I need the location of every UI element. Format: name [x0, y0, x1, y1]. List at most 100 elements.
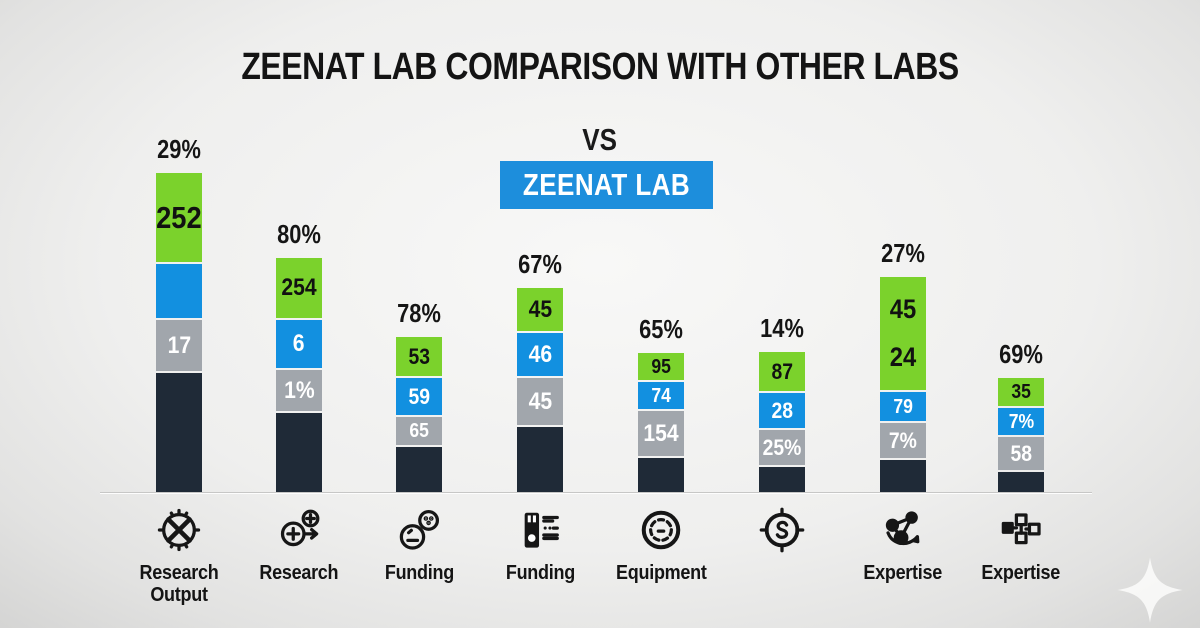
- bar-segment-blue: 59: [396, 378, 442, 415]
- segment-value: 1%: [283, 376, 315, 404]
- segment-value: 7%: [889, 427, 917, 453]
- bar-group-3: 78% 53 59 65: [396, 298, 442, 493]
- segment-value: 95: [651, 355, 671, 378]
- segment-value: 58: [1010, 440, 1032, 466]
- segment-value: 53: [408, 343, 430, 369]
- segment-value: 46: [528, 340, 552, 368]
- category-label: Research: [259, 562, 339, 584]
- research-output-icon: [157, 508, 201, 552]
- bar-segment-blue: 79: [880, 392, 926, 421]
- bar-segment-green: 45: [517, 288, 563, 331]
- segment-value: 6: [293, 330, 305, 357]
- axis-baseline: [100, 492, 1092, 493]
- category-label: Funding: [384, 562, 454, 584]
- segment-value: 25%: [762, 434, 802, 460]
- category-research-output: Research Output: [119, 507, 239, 607]
- category-dollar-target: [722, 507, 842, 562]
- funding-card-icon: [524, 512, 559, 548]
- bar-segment-dark: [759, 467, 805, 493]
- bar-percent-label: 27%: [881, 238, 925, 268]
- dollar-target-icon: [759, 507, 805, 553]
- bar-percent-label: 67%: [518, 249, 562, 279]
- bar-percent-label: 78%: [397, 298, 441, 328]
- bar-segment-gray: 25%: [759, 430, 805, 465]
- bar-segment-gray: 65: [396, 417, 442, 445]
- bar-group-8: 69% 35 7% 58: [998, 339, 1044, 493]
- segment-value: 79: [893, 395, 913, 418]
- bar-segment-green: 45 24: [880, 277, 926, 390]
- segment-value: 65: [409, 420, 429, 442]
- bar-group-1: 29% 252 17: [156, 134, 202, 493]
- category-funding-1: Funding: [359, 507, 479, 584]
- equipment-gauge-icon: [641, 510, 681, 550]
- bar-percent-label: 65%: [639, 314, 683, 344]
- bar-segment-gray: 154: [638, 411, 684, 456]
- bar-segment-blue: 28: [759, 393, 805, 428]
- bar-segment-blue: 46: [517, 333, 563, 376]
- category-label: Equipment: [615, 562, 707, 584]
- bar-group-6: 14% 87 28 25%: [759, 313, 805, 493]
- segment-value: 59: [408, 383, 430, 409]
- segment-value: 35: [1011, 381, 1031, 403]
- bar-segment-green: 252: [156, 173, 202, 262]
- bar-segment-green: 254: [276, 258, 322, 318]
- segment-value: 17: [167, 331, 191, 359]
- category-research: Research: [239, 507, 359, 584]
- bar-group-7: 27% 45 24 79 7%: [880, 238, 926, 493]
- bar-segment-dark: [638, 458, 684, 493]
- bar-segment-dark: [517, 427, 563, 493]
- segment-value: 252: [156, 200, 202, 235]
- funding-coins-icon: [399, 509, 440, 550]
- page-title: ZEENAT LAB COMPARISON WITH OTHER LABS: [0, 46, 1200, 89]
- category-equipment: Equipment: [601, 507, 721, 584]
- bar-segment-blue: [156, 264, 202, 318]
- sparkle-icon: [1117, 557, 1183, 623]
- segment-value: 7%: [1008, 410, 1034, 433]
- segment-value: 28: [771, 397, 793, 423]
- category-label: Research Output: [139, 562, 219, 607]
- segment-value: 45: [889, 293, 917, 324]
- bar-group-5: 65% 95 74 154: [638, 314, 684, 493]
- bar-segment-gray: 7%: [880, 423, 926, 458]
- research-icon: [280, 509, 320, 547]
- bar-segment-gray: 1%: [276, 370, 322, 411]
- bar-percent-label: 14%: [760, 313, 804, 343]
- vs-label: VS: [582, 122, 618, 157]
- segment-value: 154: [643, 419, 679, 447]
- category-label: Expertise: [981, 562, 1061, 584]
- expertise-nodes-icon: [1001, 513, 1041, 545]
- bar-segment-green: 87: [759, 352, 805, 391]
- segment-value: 45: [528, 295, 552, 323]
- bar-group-4: 67% 45 46 45: [517, 249, 563, 493]
- bar-segment-green: 53: [396, 337, 442, 376]
- segment-value: 24: [889, 342, 917, 373]
- segment-value: 45: [528, 387, 552, 415]
- segment-value: 87: [771, 358, 793, 384]
- segment-value: 254: [281, 274, 317, 301]
- bar-segment-blue: 7%: [998, 408, 1044, 435]
- category-expertise-2: Expertise: [961, 507, 1081, 584]
- bar-segment-green: 35: [998, 378, 1044, 406]
- page-title-text: ZEENAT LAB COMPARISON WITH OTHER LABS: [241, 46, 959, 88]
- segment-value: 74: [651, 384, 671, 407]
- bar-segment-gray: 17: [156, 320, 202, 371]
- bar-segment-dark: [396, 447, 442, 493]
- bar-percent-label: 80%: [277, 219, 321, 249]
- bar-segment-dark: [156, 373, 202, 493]
- bar-segment-dark: [880, 460, 926, 493]
- bar-segment-gray: 45: [517, 378, 563, 425]
- zeenat-lab-badge-text: ZEENAT LAB: [522, 167, 691, 202]
- category-label: Expertise: [863, 562, 943, 584]
- bar-segment-blue: 74: [638, 382, 684, 409]
- bar-percent-label: 29%: [157, 134, 201, 164]
- bar-group-2: 80% 254 6 1%: [276, 219, 322, 493]
- bar-segment-gray: 58: [998, 437, 1044, 470]
- category-label: Funding: [505, 562, 575, 584]
- category-expertise-1: Expertise: [843, 507, 963, 584]
- bar-segment-dark: [276, 413, 322, 493]
- bar-segment-green: 95: [638, 353, 684, 380]
- zeenat-lab-badge: ZEENAT LAB: [500, 161, 713, 209]
- category-funding-2: Funding: [480, 507, 600, 584]
- bar-percent-label: 69%: [999, 339, 1043, 369]
